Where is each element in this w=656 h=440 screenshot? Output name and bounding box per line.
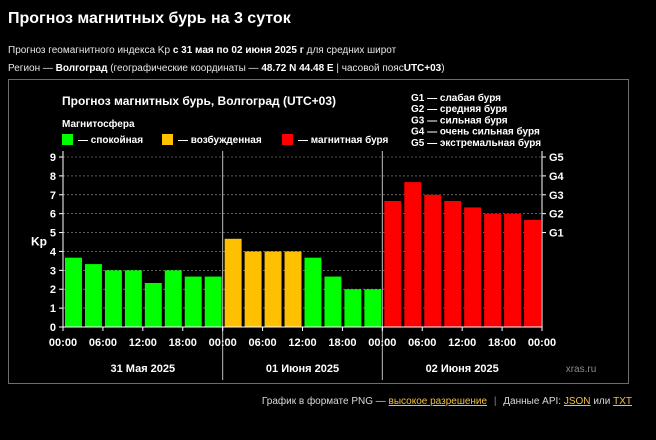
x-tick-label: 12:00 [129,337,157,349]
footer-or-text: или [593,396,611,407]
y-tick-label: 6 [50,209,56,221]
y-tick-label: 4 [50,246,57,258]
x-tick-label: 18:00 [328,337,356,349]
forecast-suffix: для средних широт [306,45,397,56]
g-tick-label: G4 [549,171,565,183]
x-tick-label: 06:00 [89,337,117,349]
footer-api-text: Данные API: [503,396,562,407]
kp-bar [65,257,82,327]
storm-scale-entry: G1 — слабая буря [411,92,501,104]
json-link[interactable]: JSON [563,396,591,407]
txt-link[interactable]: TXT [613,396,632,407]
footer-separator: | [493,396,497,407]
kp-bar [304,257,322,327]
region-prefix: Регион — [8,63,53,74]
y-tick-label: 1 [50,303,56,315]
legend-label: — магнитная буря [298,134,389,146]
kp-forecast-chart: Прогноз магнитных бурь, Волгоград (UTC+0… [31,92,597,380]
forecast-period: с 31 мая по 02 июня 2025 г [172,45,304,56]
y-tick-label: 9 [50,152,56,164]
kp-bar [484,213,502,327]
coords-prefix: (географические координаты — [110,63,259,74]
kp-bar [164,270,182,327]
storm-scale-entry: G4 — очень сильная буря [411,126,540,138]
kp-bar [524,219,541,327]
kp-bar [504,213,522,327]
y-tick-label: 3 [50,265,56,277]
hires-link[interactable]: высокое разрешение [388,396,488,407]
legend-label: — возбужденная [178,134,262,146]
kp-bar [424,194,442,327]
legend-swatch [282,134,293,145]
x-tick-label: 00:00 [209,337,237,349]
storm-scale-entry: G5 — экстремальная буря [411,137,541,149]
g-tick-label: G2 [549,209,564,221]
kp-bar [84,264,102,327]
kp-bar [464,207,482,327]
footer-png-text: График в формате PNG — [261,396,386,407]
kp-bar [184,276,202,327]
storm-scale-entry: G3 — сильная буря [411,114,508,126]
timezone-suffix: ) [441,63,445,74]
y-tick-label: 5 [50,228,56,240]
legend-swatch [62,134,73,145]
x-tick-label: 00:00 [368,337,396,349]
kp-bar [284,251,302,327]
forecast-period-line: Прогноз геомагнитного индекса Kp с 31 ма… [8,45,396,56]
timezone-value: UTC+03 [403,63,442,74]
g-tick-label: G5 [549,152,564,164]
y-tick-label: 7 [50,190,56,202]
x-tick-label: 06:00 [249,337,277,349]
kp-bar [384,201,402,327]
kp-bar [444,201,462,327]
storm-scale-entry: G2 — средняя буря [411,103,507,115]
region-line: Регион — Волгоград (географические коорд… [8,63,445,74]
y-axis-label: Kp [31,234,47,248]
region-coords: 48.72 N 44.48 E [261,63,334,74]
legend-title: Магнитосфера [62,118,135,130]
legend-label: — спокойная [78,135,143,146]
forecast-prefix: Прогноз геомагнитного индекса Kp [8,45,171,56]
x-tick-label: 06:00 [408,337,436,349]
kp-bar [124,270,142,327]
region-name: Волгоград [55,63,108,74]
y-tick-label: 0 [50,322,56,334]
y-tick-label: 2 [50,284,56,296]
day-label: 31 Мая 2025 [111,363,176,375]
x-tick-label: 18:00 [169,337,197,349]
kp-bar [144,282,162,327]
watermark: xras.ru [566,364,597,375]
kp-bar [324,276,342,327]
chart-title: Прогноз магнитных бурь, Волгоград (UTC+0… [62,94,336,108]
kp-bar [344,289,362,327]
x-tick-label: 18:00 [488,337,516,349]
day-label: 02 Июня 2025 [426,363,499,375]
kp-bar [264,251,282,327]
x-tick-label: 00:00 [49,337,77,349]
kp-bar [244,251,262,327]
footer: График в формате PNG — высокое разрешени… [262,396,632,407]
g-tick-label: G1 [549,228,564,240]
page-title: Прогноз магнитных бурь на 3 суток [8,10,291,27]
kp-bar [104,270,122,327]
kp-bar [364,289,382,327]
x-tick-label: 12:00 [288,337,316,349]
x-tick-label: 00:00 [528,337,556,349]
timezone-prefix: | часовой пояс [336,63,404,74]
kp-bar [204,276,222,327]
chart-frame: Прогноз магнитных бурь, Волгоград (UTC+0… [8,79,629,384]
kp-bar [224,238,242,327]
x-tick-label: 12:00 [448,337,476,349]
g-tick-label: G3 [549,190,564,202]
kp-bar [404,182,422,327]
y-tick-label: 8 [50,171,56,183]
day-label: 01 Июня 2025 [266,363,339,375]
legend-swatch [162,134,173,145]
